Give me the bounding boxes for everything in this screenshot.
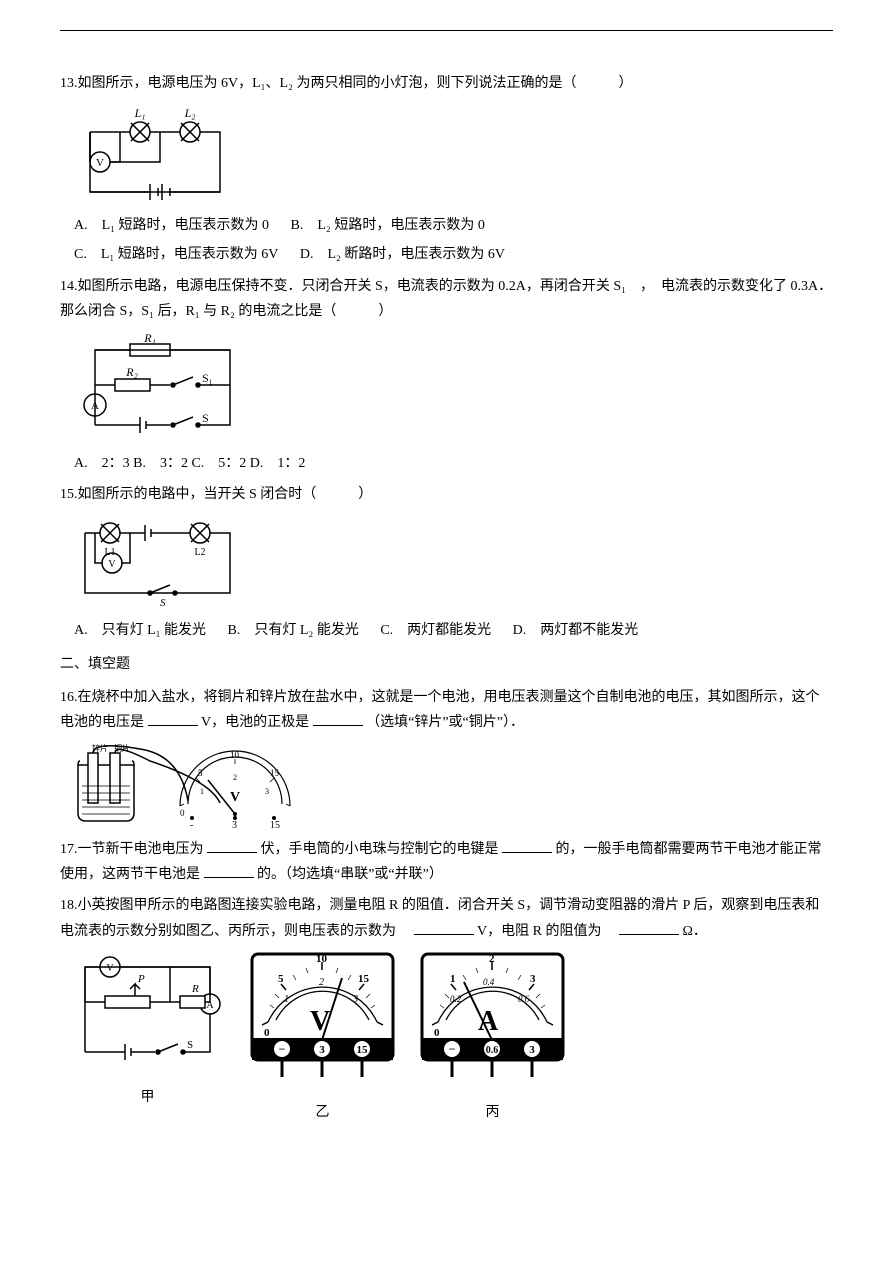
- m16-s5: 5: [198, 768, 203, 778]
- page-top-rule: [60, 30, 833, 31]
- m16-t-minus: -: [190, 820, 193, 831]
- q13-circuit: L₁ L₂ V: [70, 102, 833, 207]
- mv-i1: 1: [284, 994, 289, 1005]
- q13-opt-a: A. L₁ 短路时，电压表示数为 0: [74, 213, 269, 238]
- q15-circuit: L1 L2 V S: [70, 513, 833, 608]
- mv-0: 0: [264, 1027, 270, 1039]
- q16-blank-positive[interactable]: [313, 711, 363, 726]
- q18-blank-v[interactable]: [414, 920, 474, 935]
- section-2-title: 二、填空题: [60, 652, 833, 677]
- ammeter-a-icon-18: A: [206, 1000, 214, 1011]
- m16-s10: 10: [230, 750, 240, 760]
- q15-opt-c: C. 两灯都能发光: [380, 618, 491, 643]
- mv-15: 15: [358, 973, 370, 985]
- ma-t2: 0.6: [486, 1045, 499, 1056]
- label-r2: R₂: [125, 365, 138, 379]
- q17-b: 伏，手电筒的小电珠与控制它的电键是: [261, 842, 499, 857]
- ma-0: 0: [434, 1027, 440, 1039]
- mv-i3: 3: [352, 994, 358, 1005]
- q16-unit: V，电池的正极是: [201, 715, 309, 730]
- q13-stem: 13.如图所示，电源电压为 6V，L₁、L₂ 为两只相同的小灯泡，则下列说法正确…: [60, 71, 833, 96]
- mv-t1: −: [279, 1042, 286, 1056]
- mv-i2: 2: [319, 977, 324, 988]
- q16-blank-voltage[interactable]: [148, 711, 198, 726]
- m16-t-15: 15: [270, 820, 280, 831]
- ma-i04: 0.4: [483, 977, 495, 987]
- label-copper: 铜片: [114, 743, 130, 753]
- q15-opt-d: D. 两灯都不能发光: [513, 618, 639, 643]
- m16-t-3: 3: [232, 820, 237, 831]
- m16-unit: V: [230, 790, 240, 805]
- q18-meter-a: 0 1 2 3 0.2 0.4 0.6 A − 0.6 3 丙: [420, 952, 565, 1125]
- q16-figure: 锌片 铜片 0 5 10 15 1: [70, 741, 833, 831]
- q14-opts: A. 2：3 B. 3：2 C. 5：2 D. 1：2: [74, 456, 305, 471]
- question-18: 18.小英按图甲所示的电路图连接实验电路，测量电阻 R 的阻值．闭合开关 S，调…: [60, 893, 833, 1125]
- m16-i3: 3: [265, 787, 269, 796]
- label-r1: R₁: [143, 331, 156, 345]
- m16-s0a: 0: [180, 808, 185, 818]
- q14-stem: 14.如图所示电路，电源电压保持不变．只闭合开关 S，电流表的示数为 0.2A，…: [60, 274, 833, 324]
- label-s1: S₁: [202, 371, 213, 385]
- caption-yi: 乙: [250, 1100, 395, 1125]
- q15-stem: 15.如图所示的电路中，当开关 S 闭合时（ ）: [60, 482, 833, 507]
- m16-i2: 2: [233, 773, 237, 782]
- voltmeter-v-icon: V: [96, 157, 104, 169]
- caption-jia: 甲: [70, 1085, 225, 1110]
- question-16: 16.在烧杯中加入盐水，将铜片和锌片放在盐水中，这就是一个电池，用电压表测量这个…: [60, 685, 833, 831]
- label-l2-15: L2: [194, 547, 205, 558]
- question-15: 15.如图所示的电路中，当开关 S 闭合时（ ） L1 L2 V: [60, 482, 833, 643]
- voltmeter-v-icon-18: V: [106, 963, 114, 974]
- question-13: 13.如图所示，电源电压为 6V，L₁、L₂ 为两只相同的小灯泡，则下列说法正确…: [60, 71, 833, 268]
- q13-opt-b: B. L₂ 短路时，电压表示数为 0: [291, 213, 485, 238]
- label-p-18: P: [137, 973, 145, 985]
- q18-blank-r[interactable]: [619, 920, 679, 935]
- q18-meter-v: 0 5 10 15 1 2 3 V − 3 15 乙: [250, 952, 395, 1125]
- q17-d: 的。（均选填“串联”或“并联”）: [257, 867, 443, 882]
- voltmeter-v-icon-15: V: [108, 559, 116, 570]
- m16-i1: 1: [200, 787, 204, 796]
- ma-t1: −: [449, 1042, 456, 1056]
- label-s-18: S: [187, 1039, 193, 1051]
- ma-i06: 0.6: [518, 994, 530, 1004]
- q16-stem-b: （选填“锌片”或“铜片”）．: [366, 715, 524, 730]
- label-s-15: S: [160, 597, 166, 608]
- q13-opt-d: D. L₂ 断路时，电压表示数为 6V: [300, 242, 505, 267]
- q17-blank-volt[interactable]: [207, 838, 257, 853]
- ma-t3: 3: [529, 1044, 535, 1056]
- label-s: S: [202, 411, 209, 425]
- ammeter-a-icon: A: [91, 400, 99, 412]
- q14-circuit: R₁ R₂ S₁ S A: [70, 330, 833, 445]
- mv-10: 10: [316, 953, 328, 965]
- question-14: 14.如图所示电路，电源电压保持不变．只闭合开关 S，电流表的示数为 0.2A，…: [60, 274, 833, 477]
- ma-unit: A: [478, 1006, 499, 1037]
- mv-5: 5: [278, 973, 284, 985]
- label-r-18: R: [191, 983, 199, 995]
- ma-i02: 0.2: [450, 994, 462, 1004]
- ma-3: 3: [530, 973, 536, 985]
- q17-blank-cells[interactable]: [204, 863, 254, 878]
- mv-unit: V: [310, 1006, 330, 1037]
- label-l1-15: L1: [104, 547, 115, 558]
- m16-s15: 15: [270, 768, 280, 778]
- q13-opt-c: C. L₁ 短路时，电压表示数为 6V: [74, 242, 278, 267]
- question-17: 17.一节新干电池电压为 伏，手电筒的小电珠与控制它的电键是 的，一般手电筒都需…: [60, 837, 833, 887]
- label-l1: L₁: [134, 106, 146, 120]
- ma-1: 1: [450, 973, 456, 985]
- caption-bing: 丙: [420, 1100, 565, 1125]
- q15-opt-a: A. 只有灯 L₁ 能发光: [74, 618, 206, 643]
- q17-blank-key[interactable]: [502, 838, 552, 853]
- q15-opt-b: B. 只有灯 L₂ 能发光: [228, 618, 359, 643]
- q18-unit-ohm: Ω．: [682, 924, 706, 939]
- label-zinc: 锌片: [92, 743, 108, 753]
- mv-t3: 15: [357, 1044, 369, 1056]
- ma-2: 2: [489, 953, 495, 965]
- label-l2: L₂: [184, 106, 196, 120]
- mv-t2: 3: [319, 1044, 325, 1056]
- q18-unit-v: V，电阻 R 的阻值为: [477, 924, 615, 939]
- q17-a: 17.一节新干电池电压为: [60, 842, 204, 857]
- q18-circuit-jia: V A R P S 甲: [70, 952, 225, 1110]
